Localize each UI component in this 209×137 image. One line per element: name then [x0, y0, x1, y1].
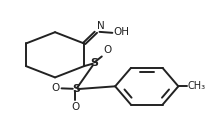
Text: S: S [73, 84, 80, 94]
Text: O: O [103, 45, 112, 55]
Text: OH: OH [113, 27, 129, 37]
Text: O: O [51, 83, 60, 93]
Text: CH₃: CH₃ [187, 81, 206, 91]
Text: S: S [90, 58, 98, 68]
Text: O: O [72, 102, 80, 112]
Text: N: N [97, 21, 105, 31]
